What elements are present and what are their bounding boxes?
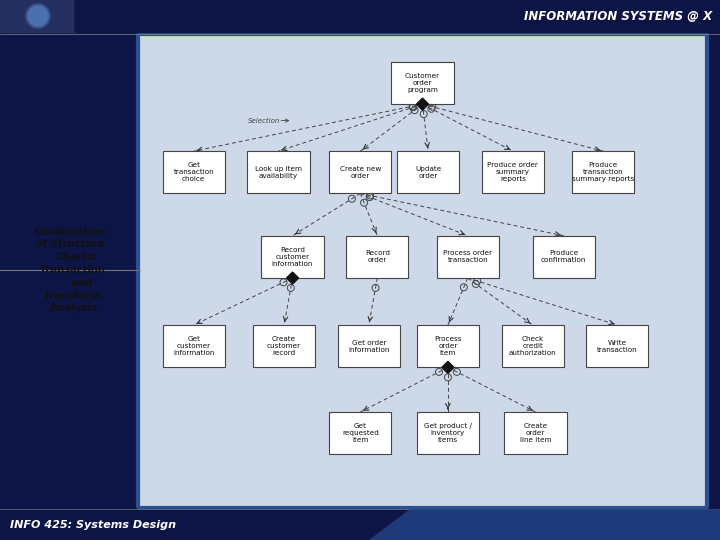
FancyBboxPatch shape bbox=[346, 236, 408, 278]
Bar bbox=[0, 0, 75, 32]
Text: Produce
transaction
summary reports: Produce transaction summary reports bbox=[572, 163, 634, 183]
FancyBboxPatch shape bbox=[572, 151, 634, 193]
Text: Get
requested
item: Get requested item bbox=[342, 423, 379, 443]
Text: Record
customer
information: Record customer information bbox=[272, 247, 313, 267]
Bar bbox=[0, 0, 720, 32]
Text: Combination
of Structure
    Charts:
 Transaction
       and
 Transform
  Analys: Combination of Structure Charts: Transac… bbox=[35, 227, 106, 313]
FancyBboxPatch shape bbox=[261, 236, 323, 278]
FancyBboxPatch shape bbox=[329, 412, 392, 454]
FancyBboxPatch shape bbox=[533, 236, 595, 278]
FancyBboxPatch shape bbox=[163, 325, 225, 367]
Text: Create new
order: Create new order bbox=[340, 166, 381, 179]
FancyBboxPatch shape bbox=[436, 236, 499, 278]
FancyBboxPatch shape bbox=[417, 325, 479, 367]
Text: Update
order: Update order bbox=[415, 166, 441, 179]
FancyBboxPatch shape bbox=[338, 325, 400, 367]
Text: Get order
information: Get order information bbox=[348, 340, 390, 353]
FancyBboxPatch shape bbox=[392, 62, 454, 104]
Text: Customer
order
program: Customer order program bbox=[405, 73, 440, 93]
Circle shape bbox=[26, 4, 50, 28]
Text: Write
transaction: Write transaction bbox=[597, 340, 638, 353]
Bar bbox=[0, 510, 720, 540]
Text: Selection: Selection bbox=[248, 118, 281, 124]
Text: Get product /
inventory
items: Get product / inventory items bbox=[424, 423, 472, 443]
Text: Produce order
summary
reports: Produce order summary reports bbox=[487, 163, 539, 183]
FancyBboxPatch shape bbox=[586, 325, 649, 367]
Text: Get
transaction
choice: Get transaction choice bbox=[174, 163, 214, 183]
FancyBboxPatch shape bbox=[329, 151, 392, 193]
Text: Look up item
availability: Look up item availability bbox=[255, 166, 302, 179]
Polygon shape bbox=[370, 510, 720, 540]
Text: Produce
confirmation: Produce confirmation bbox=[541, 251, 586, 264]
FancyBboxPatch shape bbox=[163, 151, 225, 193]
Text: Process
order
item: Process order item bbox=[434, 336, 462, 356]
FancyBboxPatch shape bbox=[482, 151, 544, 193]
FancyBboxPatch shape bbox=[253, 325, 315, 367]
Text: INFO 425: Systems Design: INFO 425: Systems Design bbox=[10, 520, 176, 530]
FancyBboxPatch shape bbox=[248, 151, 310, 193]
Polygon shape bbox=[75, 0, 95, 32]
FancyBboxPatch shape bbox=[505, 412, 567, 454]
Circle shape bbox=[28, 6, 48, 26]
FancyBboxPatch shape bbox=[502, 325, 564, 367]
Text: Create
order
line item: Create order line item bbox=[520, 423, 552, 443]
Text: Get
customer
information: Get customer information bbox=[173, 336, 215, 356]
Text: Create
customer
record: Create customer record bbox=[267, 336, 301, 356]
Text: Process order
transaction: Process order transaction bbox=[443, 251, 492, 264]
Text: Record
order: Record order bbox=[365, 251, 390, 264]
Polygon shape bbox=[442, 361, 454, 373]
Text: INFORMATION SYSTEMS @ X: INFORMATION SYSTEMS @ X bbox=[524, 10, 712, 23]
Polygon shape bbox=[287, 272, 299, 284]
Polygon shape bbox=[416, 98, 428, 110]
FancyBboxPatch shape bbox=[138, 34, 707, 508]
Text: Check
credit
authorization: Check credit authorization bbox=[509, 336, 557, 356]
FancyBboxPatch shape bbox=[397, 151, 459, 193]
FancyBboxPatch shape bbox=[417, 412, 479, 454]
